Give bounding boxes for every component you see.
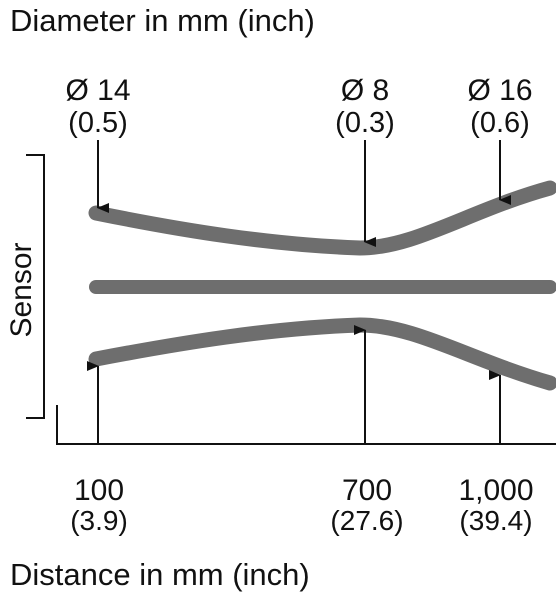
diameter-inch-label-1: (0.5) [68,107,128,139]
diameter-label-1: Ø 14 [65,74,130,107]
distance-inch-label-1: (3.9) [70,505,128,536]
sensor-bracket [26,154,45,419]
diameter-label-3: Ø 16 [467,74,532,107]
distance-title: Distance in mm (inch) [10,557,310,592]
beam-lower-edge [88,317,556,391]
distance-label-3: 1,000 [458,474,533,507]
sensor-label: Sensor [5,242,38,337]
beam-upper-edge [88,180,556,256]
diameter-label-2: Ø 8 [341,74,389,107]
diameter-inch-label-3: (0.6) [470,107,530,139]
diameter-inch-label-2: (0.3) [335,107,395,139]
distance-inch-label-2: (27.6) [330,505,403,536]
distance-label-1: 100 [74,474,124,507]
distance-label-2: 700 [342,474,392,507]
diameter-title: Diameter in mm (inch) [10,3,315,38]
distance-axis [56,405,556,445]
distance-inch-label-3: (39.4) [459,505,532,536]
